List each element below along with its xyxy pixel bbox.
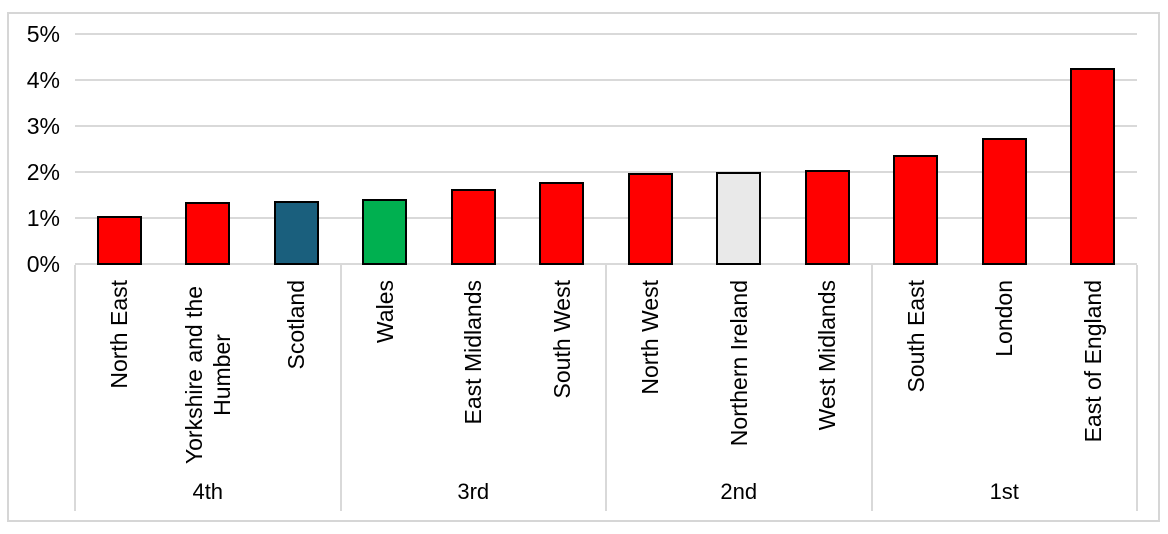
- category-divider: [74, 265, 76, 511]
- x-axis-label-northern-ireland: Northern Ireland: [725, 280, 752, 447]
- x-axis-line: [75, 263, 1137, 265]
- bar-london: [982, 138, 1027, 265]
- y-axis-tick-label-0-: 0%: [26, 251, 60, 277]
- x-axis-label-north-west: North West: [637, 280, 664, 395]
- bar-south-east: [893, 155, 938, 265]
- y-axis-tick-label-1-: 1%: [26, 205, 60, 231]
- category-divider: [339, 265, 342, 511]
- x-axis-label-west-midlands: West Midlands: [814, 280, 841, 431]
- gridline: [75, 79, 1137, 81]
- category-divider: [870, 265, 873, 511]
- bar-wales: [362, 199, 407, 265]
- x-axis-label-south-east: South East: [902, 280, 929, 393]
- group-label-2nd: 2nd: [720, 479, 758, 504]
- x-axis-label-london: London: [991, 280, 1018, 357]
- x-axis-label-south-west: South West: [548, 280, 575, 399]
- y-axis-tick-label-2-: 2%: [26, 159, 60, 185]
- bar-yorkshire-and-the-humber: [185, 202, 230, 265]
- group-label-4th: 4th: [192, 479, 224, 504]
- group-label-1st: 1st: [989, 479, 1019, 504]
- group-label-3rd: 3rd: [457, 479, 490, 504]
- bar-south-west: [539, 182, 584, 265]
- x-axis-label-yorkshire-and-the-humber: Yorkshire and the Humber: [180, 285, 235, 465]
- category-divider: [605, 265, 607, 511]
- category-divider: [1136, 265, 1138, 511]
- gridline: [75, 217, 1137, 219]
- y-axis-tick-label-5-: 5%: [26, 21, 60, 47]
- x-axis-label-east-midlands: East Midlands: [460, 280, 487, 425]
- bar-scotland: [274, 201, 319, 265]
- bar-north-east: [97, 216, 142, 265]
- bar-west-midlands: [805, 170, 850, 265]
- gridline: [75, 171, 1137, 173]
- bar-east-midlands: [451, 189, 496, 265]
- x-axis-label-north-east: North East: [106, 280, 133, 389]
- gridline: [75, 33, 1137, 35]
- x-axis-label-wales: Wales: [371, 280, 398, 344]
- bar-north-west: [628, 173, 673, 265]
- x-axis-label-scotland: Scotland: [283, 280, 310, 370]
- chart-frame: [7, 12, 1160, 522]
- y-axis-tick-label-3-: 3%: [26, 113, 60, 139]
- bar-northern-ireland: [716, 172, 761, 265]
- y-axis-tick-label-4-: 4%: [26, 67, 60, 93]
- gridline: [75, 125, 1137, 127]
- bar-east-of-england: [1070, 68, 1115, 265]
- x-axis-label-east-of-england: East of England: [1079, 280, 1106, 443]
